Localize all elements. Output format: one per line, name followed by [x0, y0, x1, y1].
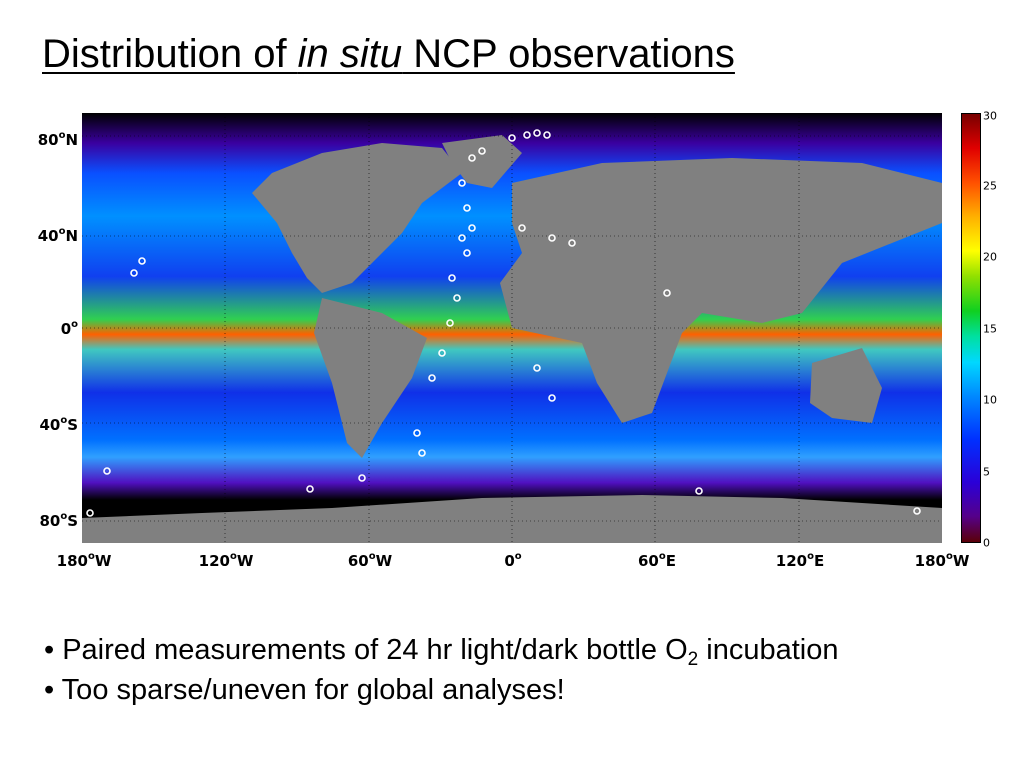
bullet-list: • Paired measurements of 24 hr light/dar… — [44, 630, 839, 710]
title-prefix: Distribution of — [42, 32, 298, 76]
greenland — [442, 135, 522, 188]
colorbar-tick: 10 — [983, 393, 997, 407]
y-tick-80n: 80oN — [37, 130, 78, 149]
x-tick-0: 0o — [504, 551, 522, 570]
y-tick-0: 0o — [60, 319, 78, 338]
australia — [810, 348, 882, 423]
x-tick-60e: 60oE — [638, 551, 676, 570]
x-tick-180w-right: 180oW — [914, 551, 970, 570]
south-america — [314, 298, 427, 458]
graticule — [82, 113, 942, 543]
antarctica — [82, 495, 942, 543]
colorbar-tick: 25 — [983, 179, 997, 193]
colorbar-tick: 15 — [983, 322, 997, 336]
x-tick-120w: 120oW — [198, 551, 254, 570]
x-tick-180w: 180oW — [56, 551, 112, 570]
title-italic: in situ — [297, 32, 403, 76]
y-tick-40n: 40oN — [37, 226, 78, 245]
x-tick-60w: 60oW — [347, 551, 393, 570]
bullet-item: • Too sparse/uneven for global analyses! — [44, 674, 565, 706]
colorbar-tick: 30 — [983, 109, 997, 123]
global-ncp-map — [82, 113, 942, 543]
north-america — [252, 143, 462, 293]
y-tick-40s: 40oS — [39, 415, 78, 434]
colorbar-tick: 0 — [983, 536, 990, 550]
africa-eurasia — [500, 158, 942, 423]
colorbar-tick: 20 — [983, 250, 997, 264]
y-tick-80s: 80oS — [39, 511, 78, 530]
bullet-item: • Paired measurements of 24 hr light/dar… — [44, 634, 839, 670]
colorbar-tick: 5 — [983, 465, 990, 479]
landmasses — [82, 135, 942, 543]
x-tick-120e: 120oE — [775, 551, 825, 570]
observation-markers — [86, 129, 921, 517]
slide-title: Distribution of in situ NCP observations — [42, 30, 735, 78]
title-suffix: NCP observations — [402, 32, 735, 76]
colorbar — [961, 113, 981, 543]
